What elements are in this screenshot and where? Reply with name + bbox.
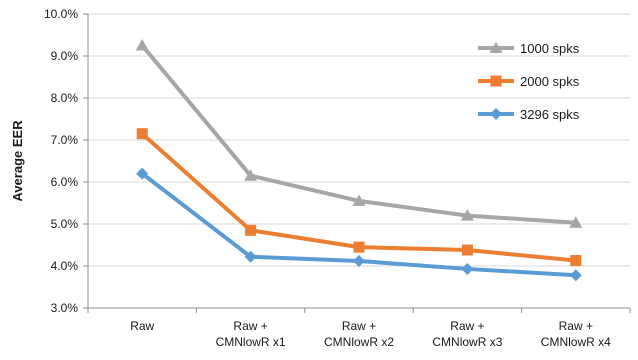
x-tick-label: Raw + CMNlowR x1 bbox=[216, 319, 286, 349]
y-tick-label: 7.0% bbox=[51, 133, 79, 147]
y-tick-label: 5.0% bbox=[51, 217, 79, 231]
x-tick-label: Raw + CMNlowR x3 bbox=[432, 319, 502, 349]
data-point bbox=[244, 250, 257, 263]
data-point bbox=[461, 244, 473, 256]
legend: 1000 spks 2000 spks 3296 spks bbox=[478, 41, 580, 122]
x-tick-label: Raw + CMNlowR x2 bbox=[324, 319, 394, 349]
data-point bbox=[352, 194, 366, 206]
axes bbox=[83, 13, 631, 313]
data-point bbox=[569, 269, 582, 282]
y-tick-label: 6.0% bbox=[51, 175, 79, 189]
data-point bbox=[136, 128, 148, 140]
data-point bbox=[353, 254, 365, 267]
gridlines bbox=[88, 13, 630, 267]
data-point bbox=[136, 167, 149, 180]
legend-marker bbox=[489, 41, 503, 53]
legend-item: 3296 spks bbox=[478, 107, 580, 122]
x-tick-labels: Raw Raw + CMNlowR x1 Raw + CMNlowR x2 Raw + CM… bbox=[130, 319, 611, 349]
series-1 bbox=[135, 39, 583, 228]
series-layer bbox=[135, 39, 583, 282]
y-tick-label: 10.0% bbox=[44, 7, 78, 21]
x-tick-label: Raw bbox=[130, 319, 154, 333]
series-2 bbox=[136, 128, 582, 267]
legend-label: 1000 spks bbox=[520, 41, 580, 56]
legend-label: 3296 spks bbox=[520, 107, 580, 122]
data-point bbox=[569, 216, 583, 228]
series-3 bbox=[136, 167, 582, 282]
legend-marker bbox=[490, 75, 502, 87]
x-tick-label: Raw + CMNlowR x4 bbox=[541, 319, 611, 349]
y-tick-label: 4.0% bbox=[51, 259, 79, 273]
data-point bbox=[570, 255, 582, 267]
legend-item: 2000 spks bbox=[478, 74, 580, 89]
data-point bbox=[461, 262, 474, 275]
legend-label: 2000 spks bbox=[520, 74, 580, 89]
y-tick-label: 9.0% bbox=[51, 49, 79, 63]
legend-item: 1000 spks bbox=[478, 41, 580, 56]
legend-marker bbox=[490, 108, 502, 120]
y-tick-label: 8.0% bbox=[51, 91, 79, 105]
y-axis-label: Average EER bbox=[10, 120, 25, 202]
data-point bbox=[135, 39, 149, 51]
data-point bbox=[353, 241, 365, 253]
data-point bbox=[244, 169, 258, 181]
y-tick-label: 3.0% bbox=[51, 301, 79, 315]
data-point bbox=[245, 224, 257, 236]
data-point bbox=[460, 209, 474, 221]
y-tick-labels: 3.0% 4.0% 5.0% 6.0% 7.0% 8.0% 9.0% 10.0% bbox=[44, 7, 78, 315]
